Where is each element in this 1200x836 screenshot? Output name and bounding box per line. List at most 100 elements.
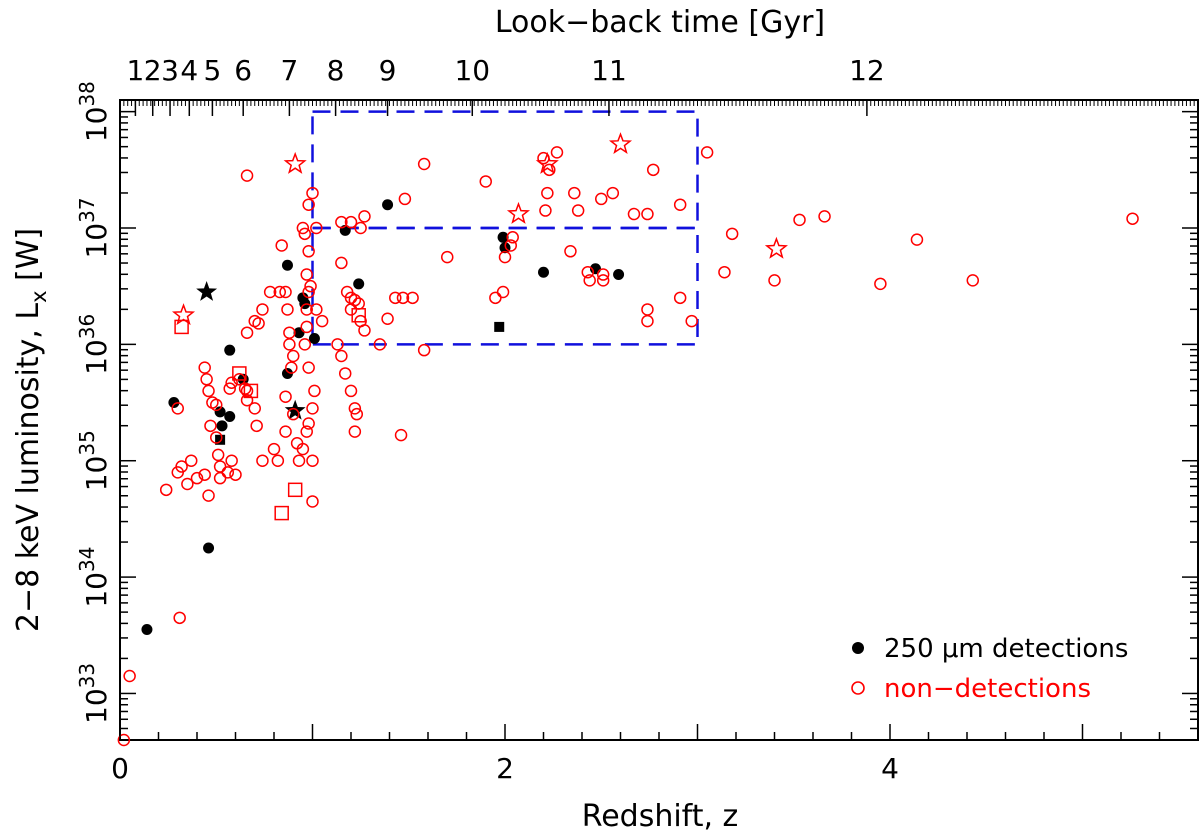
- non-detection-point: [302, 361, 315, 374]
- non-detection-square-point: [232, 366, 247, 381]
- non-detection-point: [213, 460, 227, 473]
- non-detection-point: [304, 279, 317, 293]
- detection-point: [168, 397, 180, 409]
- non-detection-point: [225, 376, 238, 390]
- non-detection-point: [539, 204, 552, 217]
- non-detection-point: [331, 338, 344, 351]
- legend-label-non-detections: non−detections: [884, 674, 1091, 704]
- non-detection-point: [344, 215, 358, 229]
- non-detection-point: [685, 314, 698, 328]
- non-detection-point: [256, 454, 269, 467]
- y-axis-title-sub: x: [27, 290, 51, 302]
- non-detection-point: [213, 471, 227, 485]
- non-detection-point: [302, 198, 315, 211]
- non-detection-point: [221, 466, 235, 479]
- non-detection-point: [296, 442, 310, 456]
- non-detection-point: [190, 471, 204, 485]
- non-detection-point: [564, 245, 577, 258]
- legend-marker-detections: [852, 642, 864, 654]
- non-detection-point: [267, 442, 281, 456]
- non-detection-point: [171, 402, 184, 415]
- non-detection-point: [504, 239, 518, 252]
- legend: 250 μm detections non−detections: [851, 634, 1128, 704]
- non-detection-point: [306, 495, 319, 508]
- non-detection-point: [498, 250, 512, 264]
- top-tick-label: 11: [591, 54, 627, 87]
- non-detection-point: [417, 343, 431, 357]
- non-detection-point: [310, 303, 323, 316]
- non-detection-point: [398, 192, 412, 206]
- top-tick-label: 2: [144, 54, 162, 87]
- non-detection-point: [541, 186, 554, 200]
- detection-point: [214, 406, 226, 418]
- non-detection-point: [818, 210, 831, 223]
- detection-point: [216, 420, 228, 432]
- y-tick-exp: 37: [75, 197, 99, 222]
- non-detection-point: [417, 157, 431, 171]
- non-detection-point: [281, 303, 294, 316]
- legend-label-detections: 250 μm detections: [884, 634, 1128, 664]
- non-detection-point: [117, 733, 131, 747]
- y-axis-title: 2−8 keV luminosity, Lx [W]: [11, 228, 51, 632]
- non-detection-point: [240, 384, 254, 398]
- top-tick-label: 5: [203, 54, 221, 87]
- y-tick-label: 1036: [75, 314, 113, 375]
- non-detection-point: [279, 390, 292, 403]
- detection-square-point: [494, 321, 505, 332]
- y-tick-exp: 38: [75, 81, 99, 106]
- non-detection-point: [225, 454, 238, 467]
- non-detection-point: [273, 285, 287, 299]
- non-detection-point: [300, 425, 313, 438]
- y-tick-exp: 36: [75, 314, 99, 339]
- data-points: [117, 132, 1139, 747]
- non-detection-point: [248, 402, 261, 415]
- non-detection-point: [256, 303, 269, 316]
- non-detection-point: [441, 250, 454, 264]
- non-detection-point: [646, 163, 660, 177]
- non-detection-point: [344, 384, 358, 398]
- non-detection-point: [279, 285, 292, 299]
- non-detection-point: [506, 231, 519, 244]
- non-detection-point: [300, 320, 313, 334]
- non-detection-square-point: [243, 383, 259, 399]
- top-tick-label: 1: [126, 54, 144, 87]
- non-detection-point: [240, 169, 254, 182]
- non-detection-point: [910, 233, 924, 246]
- non-detection-point: [725, 227, 739, 241]
- non-detection-point: [348, 402, 362, 415]
- non-detection-point: [263, 285, 277, 299]
- non-detection-point: [292, 454, 306, 467]
- non-detection-point: [159, 483, 173, 497]
- detection-point: [141, 623, 153, 635]
- detection-point: [497, 231, 509, 243]
- non-detection-point: [1126, 212, 1139, 225]
- top-axis-title: Look−back time [Gyr]: [495, 5, 825, 40]
- top-tick-label: 10: [454, 54, 490, 87]
- non-detection-point: [123, 669, 136, 683]
- highlight-boxes: [311, 110, 699, 346]
- non-detection-point: [298, 338, 312, 351]
- top-tick-label: 3: [161, 54, 179, 87]
- non-detection-point: [302, 285, 315, 299]
- non-detection-point: [348, 425, 362, 438]
- non-detection-point: [381, 312, 394, 326]
- detection-point: [281, 367, 293, 379]
- y-tick-base: 10: [80, 339, 113, 375]
- non-detection-point: [287, 349, 300, 363]
- y-tick-label: 1037: [75, 197, 113, 258]
- non-detection-point: [173, 611, 186, 625]
- non-detection-point: [200, 373, 213, 386]
- non-detection-point: [240, 393, 254, 407]
- detection-point: [203, 542, 215, 554]
- non-detection-star-point: [764, 236, 788, 259]
- non-detection-point: [641, 207, 654, 221]
- non-detection-point: [768, 274, 781, 287]
- non-detection-point: [596, 274, 610, 287]
- non-detection-point: [250, 419, 263, 433]
- non-detection-point: [568, 186, 581, 200]
- detection-square-point: [215, 434, 226, 445]
- non-detection-point: [202, 384, 215, 398]
- non-detection-point: [358, 324, 371, 337]
